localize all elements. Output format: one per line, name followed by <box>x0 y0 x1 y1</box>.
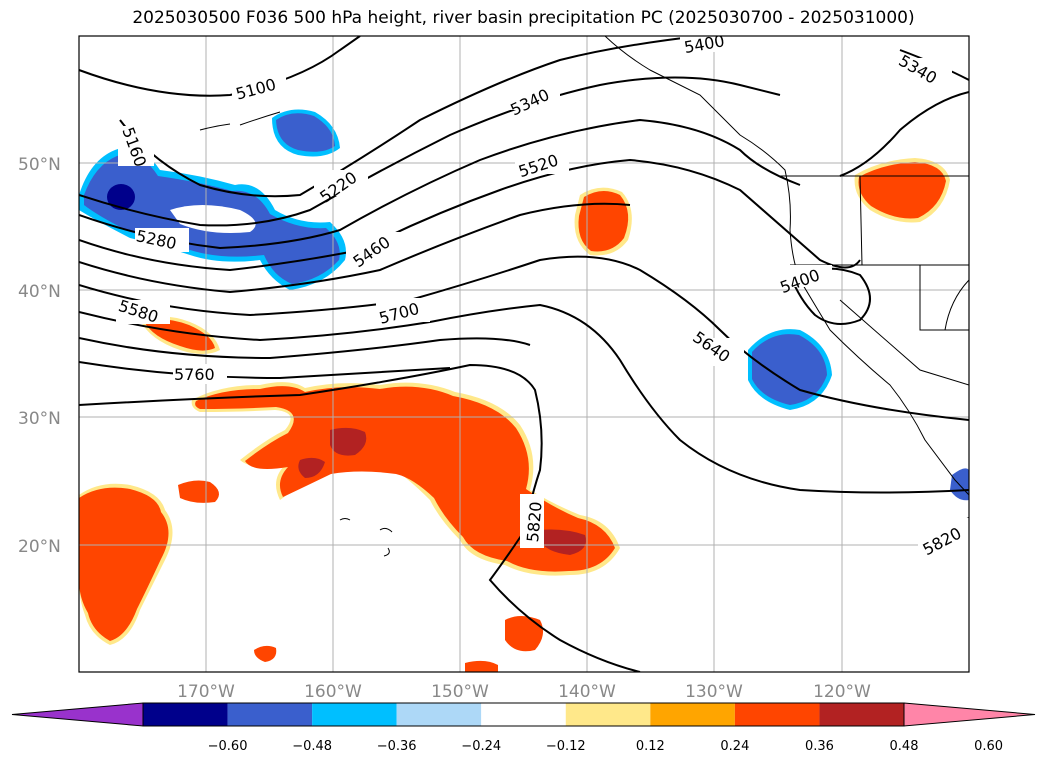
lon-label-150w: 150°W <box>431 682 489 702</box>
colorbar: −0.60 −0.48 −0.36 −0.24 −0.12 0.12 0.24 0.36 0.4… <box>11 702 1036 754</box>
lat-label-30n: 30°N <box>18 409 61 429</box>
contour-label: 5400 <box>683 31 726 57</box>
colorbar-segment <box>312 703 397 726</box>
contour-label: 5820 <box>523 501 545 543</box>
colorbar-frame <box>142 702 905 727</box>
longitude-labels: 170°W 160°W 150°W 140°W 130°W 120°W <box>177 682 871 702</box>
colorbar-segment <box>565 703 651 726</box>
colorbar-tick-label: 0.60 <box>974 739 1003 754</box>
colorbar-segment <box>734 703 820 726</box>
lon-label-130w: 130°W <box>685 682 743 702</box>
colorbar-segment <box>396 703 482 726</box>
colorbar-tick-label: −0.36 <box>377 739 417 754</box>
coastlines <box>199 36 969 557</box>
lat-label-40n: 40°N <box>18 282 61 302</box>
colorbar-tick-label: 0.24 <box>720 739 749 754</box>
colorbar-extend-low <box>11 702 144 727</box>
negative-precip-areas <box>79 109 969 501</box>
colorbar-tick-label: −0.60 <box>208 739 248 754</box>
contour-label: 5760 <box>174 365 215 384</box>
height-contours <box>79 36 969 672</box>
colorbar-tick-label: 0.12 <box>636 739 665 754</box>
colorbar-segment <box>143 703 228 726</box>
colorbar-segment <box>819 703 904 726</box>
colorbar-segment <box>481 703 566 726</box>
lat-label-50n: 50°N <box>18 155 61 175</box>
lon-label-140w: 140°W <box>558 682 616 702</box>
colorbar-segment <box>227 703 313 726</box>
colorbar-tick-label: −0.48 <box>292 739 332 754</box>
colorbar-extend-high <box>903 702 1036 727</box>
political-borders <box>780 175 969 386</box>
map-frame <box>78 35 970 673</box>
latitude-labels: 50°N 40°N 30°N 20°N <box>18 155 61 557</box>
positive-precip-areas <box>79 158 950 672</box>
colorbar-tick-label: −0.24 <box>461 739 501 754</box>
colorbar-tick-label: 0.36 <box>805 739 834 754</box>
colorbar-tick-label: −0.12 <box>546 739 586 754</box>
map-title: 2025030500 F036 500 hPa height, river ba… <box>132 8 915 28</box>
colorbar-segment <box>650 703 735 726</box>
lon-label-170w: 170°W <box>177 682 235 702</box>
lon-label-160w: 160°W <box>304 682 362 702</box>
lat-label-20n: 20°N <box>18 537 61 557</box>
colorbar-tick-label: 0.48 <box>890 739 919 754</box>
map-plot-area: 5100 5160 5220 5280 5340 5400 5400 5340 … <box>79 31 969 672</box>
lon-label-120w: 120°W <box>813 682 871 702</box>
